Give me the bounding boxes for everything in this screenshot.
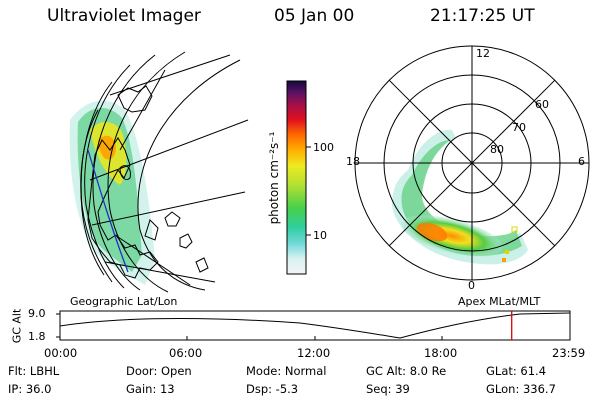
altitude-plot (56, 310, 571, 341)
colorbar-tick-100: 100 (313, 141, 334, 154)
lat-label-60: 60 (535, 98, 549, 111)
apex-label: Apex MLat/MLT (458, 295, 541, 308)
mlt-label-18: 18 (346, 155, 360, 168)
status-dsp: Dsp: -5.3 (246, 382, 299, 396)
time-tick-4: 23:59 (552, 346, 586, 360)
mlt-label-6: 6 (578, 155, 585, 168)
polar-plot (354, 45, 590, 281)
status-seq: Seq: 39 (366, 382, 410, 396)
lat-label-80: 80 (490, 143, 504, 156)
status-mode: Mode: Normal (246, 364, 327, 378)
time-tick-0: 00:00 (44, 346, 78, 360)
status-glat: GLat: 61.4 (486, 364, 547, 378)
time-tick-3: 18:00 (424, 346, 458, 360)
colorbar (286, 80, 311, 275)
coastline (87, 137, 159, 279)
status-ip: IP: 36.0 (8, 382, 52, 396)
colorbar-unit-label: photon cm⁻²s⁻¹ (267, 131, 281, 225)
altitude-axis-label: GC Alt (10, 308, 24, 344)
status-glon: GLon: 336.7 (486, 382, 556, 396)
status-filter: Flt: LBHL (8, 364, 60, 378)
status-gain: Gain: 13 (126, 382, 175, 396)
time-tick-1: 06:00 (169, 346, 203, 360)
mlt-label-0: 0 (468, 279, 475, 292)
geographic-map (69, 51, 249, 293)
status-door: Door: Open (126, 364, 192, 378)
altitude-curve (59, 312, 571, 339)
altitude-ymax: 9.0 (28, 307, 46, 320)
date-label: 05 Jan 00 (274, 6, 355, 26)
altitude-ymin: 1.8 (28, 330, 46, 343)
status-gc-alt: GC Alt: 8.0 Re (366, 364, 447, 378)
mlt-label-12: 12 (476, 47, 490, 60)
geographic-label: Geographic Lat/Lon (70, 295, 178, 308)
instrument-title: Ultraviolet Imager (47, 6, 201, 26)
time-label: 21:17:25 UT (430, 6, 535, 26)
time-tick-2: 12:00 (297, 346, 331, 360)
colorbar-tick-10: 10 (313, 229, 327, 242)
lat-label-70: 70 (512, 121, 526, 134)
